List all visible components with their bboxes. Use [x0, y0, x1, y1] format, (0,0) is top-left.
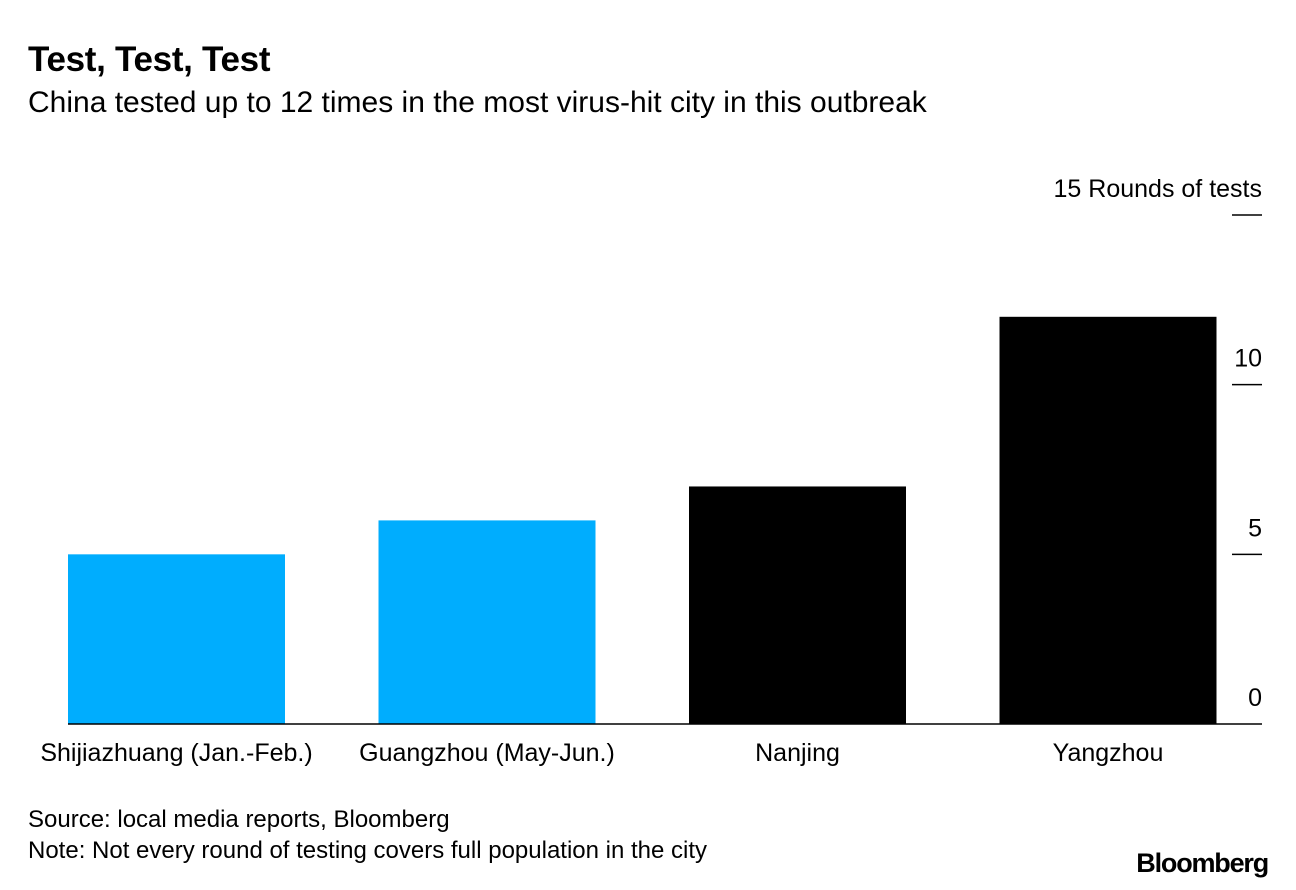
y-tick-label-1: 5 — [1248, 514, 1262, 542]
bar-3 — [999, 316, 1217, 724]
y-tick-label-2: 10 — [1234, 345, 1262, 373]
source-note: Source: local media reports, Bloomberg — [28, 806, 450, 833]
chart-subtitle: China tested up to 12 times in the most … — [28, 86, 927, 119]
x-tick-label-2: Nanjing — [755, 739, 840, 767]
chart-title: Test, Test, Test — [28, 40, 271, 79]
bar-1 — [378, 520, 596, 724]
x-tick-label-3: Yangzhou — [1053, 739, 1164, 767]
y-tick-label-3: 15 Rounds of tests — [1054, 175, 1262, 203]
footnote: Note: Not every round of testing covers … — [28, 837, 708, 864]
bar-2 — [689, 486, 906, 724]
x-tick-label-0: Shijiazhuang (Jan.-Feb.) — [40, 739, 312, 767]
bar-0 — [68, 554, 285, 724]
bar-chart: Shijiazhuang (Jan.-Feb.) Guangzhou (May-J… — [40, 175, 1262, 767]
x-tick-label-1: Guangzhou (May-Jun.) — [359, 739, 615, 767]
bloomberg-logo: Bloomberg — [1136, 848, 1269, 878]
y-tick-label-0: 0 — [1248, 684, 1262, 712]
